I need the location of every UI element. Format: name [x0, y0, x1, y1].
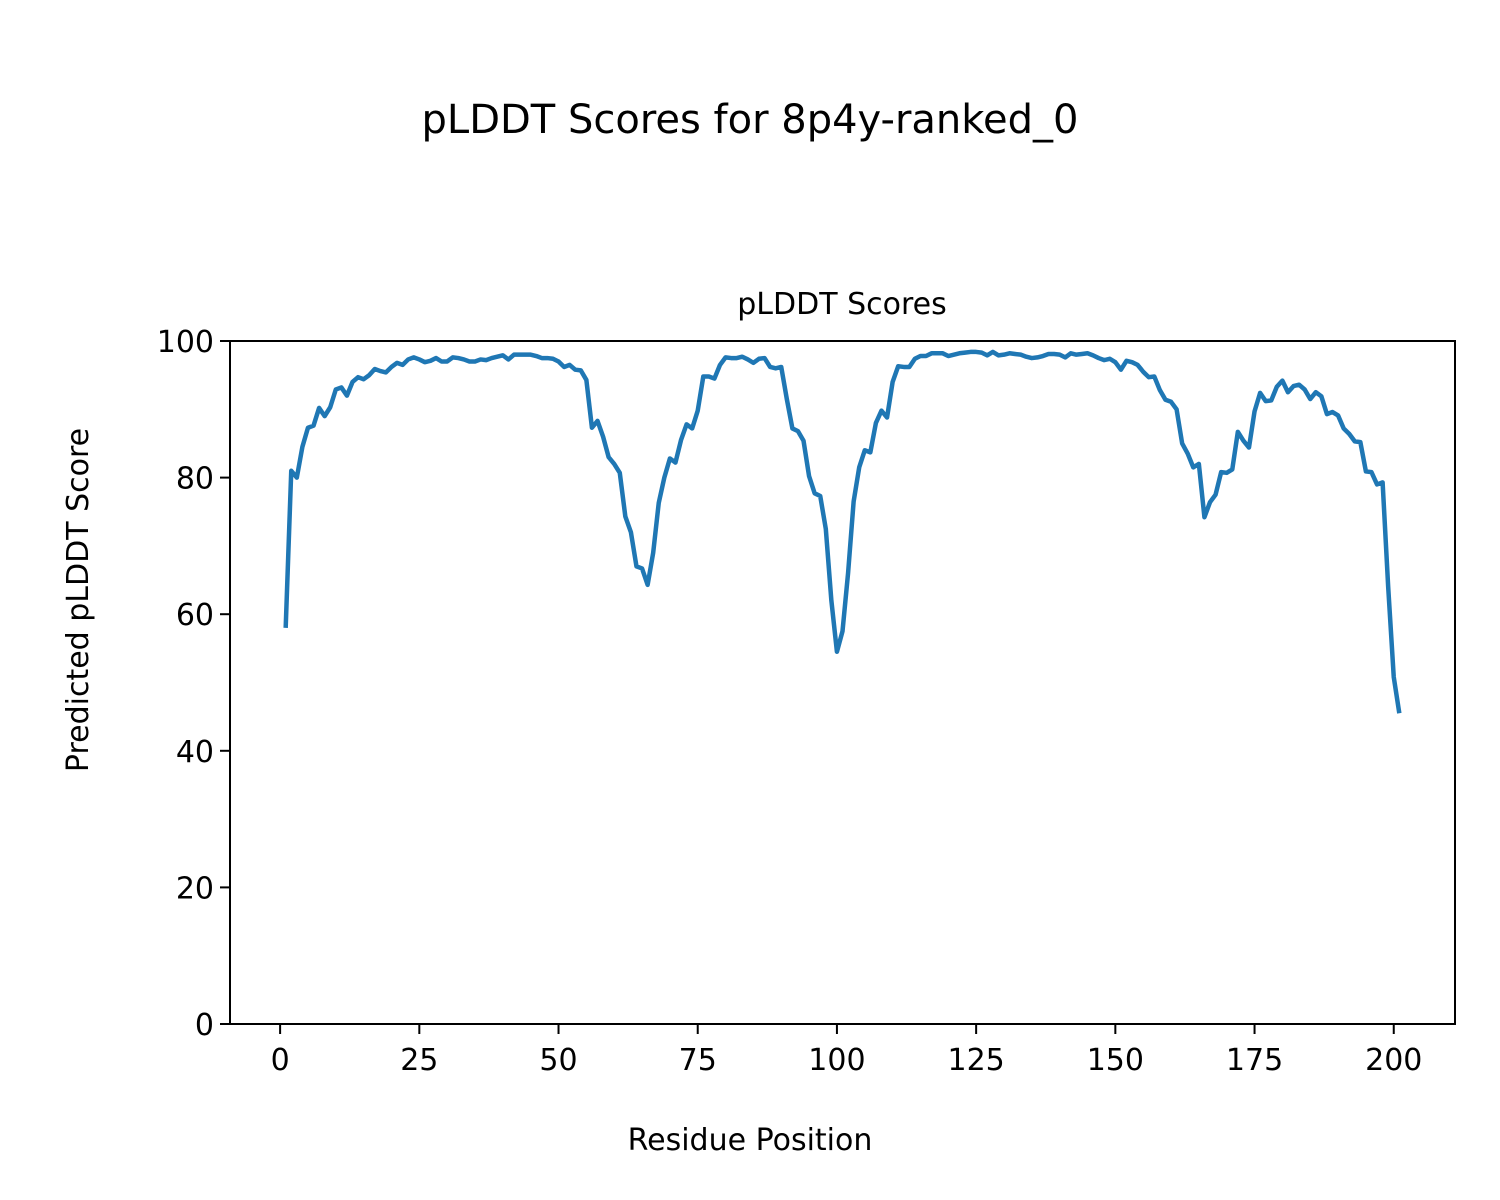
x-tick-label: 125 [948, 1043, 1005, 1078]
axes-title: pLDDT Scores [737, 287, 946, 322]
x-tick-label: 50 [539, 1043, 577, 1078]
x-tick-label: 150 [1087, 1043, 1144, 1078]
data-points [285, 351, 1400, 714]
x-tick-label: 25 [400, 1043, 438, 1078]
y-tick-label: 0 [195, 1008, 214, 1043]
x-tick-label: 0 [271, 1043, 290, 1078]
y-tick-label: 100 [157, 325, 214, 360]
plddt-line [283, 349, 1402, 714]
x-tick-label: 75 [679, 1043, 717, 1078]
y-tick-label: 20 [176, 871, 214, 906]
y-tick-label: 60 [176, 598, 214, 633]
x-tick-label: 175 [1226, 1043, 1283, 1078]
figure-title: pLDDT Scores for 8p4y-ranked_0 [422, 97, 1079, 143]
plot-frame [229, 340, 1456, 1025]
axis-ticks: 0 25 50 75 100 125 150 175 200 0 20 40 60 80 100 [157, 325, 1423, 1078]
x-tick-label: 200 [1365, 1043, 1422, 1078]
y-axis-label: Predicted pLDDT Score [61, 428, 96, 772]
y-tick-label: 80 [176, 462, 214, 497]
y-tick-label: 40 [176, 735, 214, 770]
x-tick-label: 100 [808, 1043, 865, 1078]
x-axis-label: Residue Position [628, 1123, 873, 1158]
